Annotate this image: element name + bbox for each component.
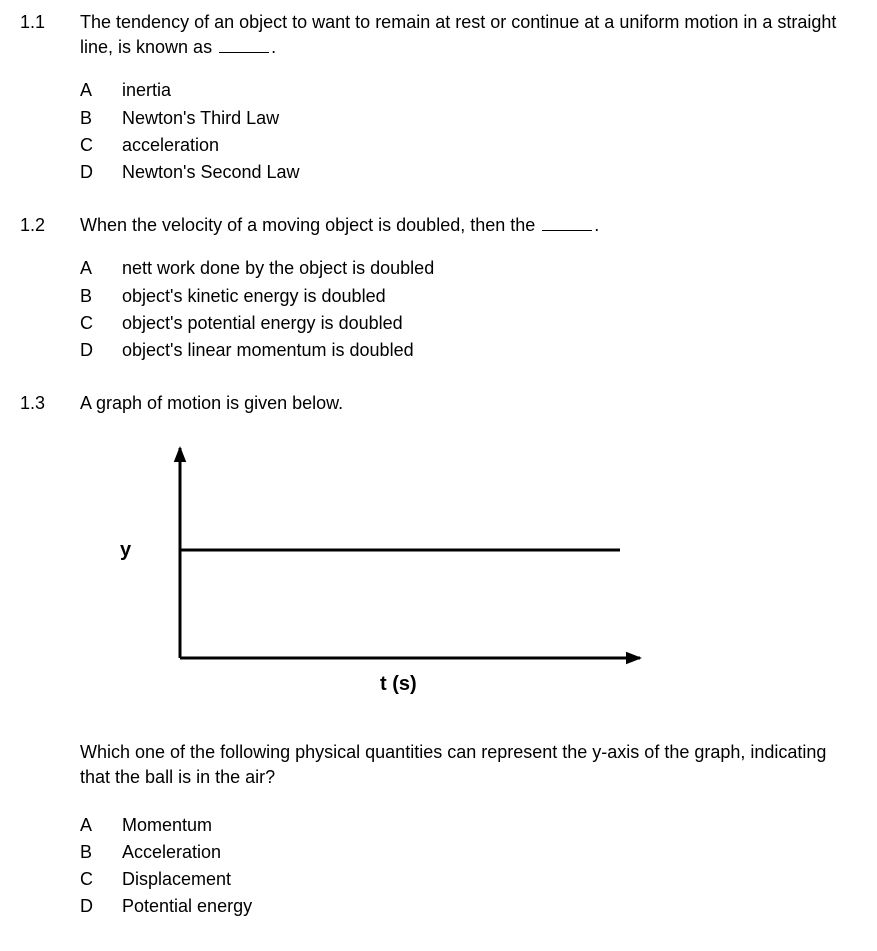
option-row: C acceleration (80, 133, 847, 158)
motion-graph: y t (s) (100, 438, 660, 718)
option-text: nett work done by the object is doubled (122, 256, 847, 281)
option-row: B Newton's Third Law (80, 106, 847, 131)
option-text: Momentum (122, 813, 847, 838)
option-row: A nett work done by the object is double… (80, 256, 847, 281)
options-list: A nett work done by the object is double… (80, 256, 847, 363)
y-axis-label: y (120, 536, 131, 564)
option-text: Newton's Third Law (122, 106, 847, 131)
option-letter: A (80, 813, 122, 838)
option-text: object's linear momentum is doubled (122, 338, 847, 363)
option-row: D object's linear momentum is doubled (80, 338, 847, 363)
stem-text-pre: The tendency of an object to want to rem… (80, 12, 836, 57)
fill-blank (542, 213, 592, 231)
option-row: B Acceleration (80, 840, 847, 865)
stem-text-post: . (594, 215, 599, 235)
option-letter: D (80, 160, 122, 185)
option-row: A inertia (80, 78, 847, 103)
question-1-1: 1.1 The tendency of an object to want to… (20, 10, 847, 195)
option-letter: D (80, 338, 122, 363)
option-text: acceleration (122, 133, 847, 158)
option-row: C object's potential energy is doubled (80, 311, 847, 336)
option-letter: A (80, 78, 122, 103)
option-letter: C (80, 133, 122, 158)
options-list: A inertia B Newton's Third Law C acceler… (80, 78, 847, 185)
question-stem: The tendency of an object to want to rem… (80, 10, 847, 60)
option-letter: B (80, 284, 122, 309)
fill-blank (219, 35, 269, 53)
question-stem: When the velocity of a moving object is … (80, 213, 847, 238)
option-letter: B (80, 840, 122, 865)
option-row: D Potential energy (80, 894, 847, 919)
options-list: A Momentum B Acceleration C Displacement… (80, 813, 847, 920)
question-1-3: 1.3 A graph of motion is given below. y … (20, 391, 847, 929)
question-followup: Which one of the following physical quan… (80, 740, 847, 790)
question-number: 1.2 (20, 213, 80, 373)
option-row: A Momentum (80, 813, 847, 838)
question-number: 1.3 (20, 391, 80, 929)
option-row: B object's kinetic energy is doubled (80, 284, 847, 309)
option-text: inertia (122, 78, 847, 103)
question-1-2: 1.2 When the velocity of a moving object… (20, 213, 847, 373)
option-text: Potential energy (122, 894, 847, 919)
x-axis-label: t (s) (380, 670, 417, 698)
option-letter: D (80, 894, 122, 919)
question-body: The tendency of an object to want to rem… (80, 10, 847, 195)
stem-text-post: . (271, 37, 276, 57)
option-letter: B (80, 106, 122, 131)
option-text: Displacement (122, 867, 847, 892)
option-text: object's kinetic energy is doubled (122, 284, 847, 309)
question-intro: A graph of motion is given below. (80, 391, 847, 416)
question-number: 1.1 (20, 10, 80, 195)
option-text: Acceleration (122, 840, 847, 865)
graph-svg (100, 438, 660, 668)
question-body: A graph of motion is given below. y t (s… (80, 391, 847, 929)
option-text: object's potential energy is doubled (122, 311, 847, 336)
option-row: C Displacement (80, 867, 847, 892)
option-letter: C (80, 311, 122, 336)
option-row: D Newton's Second Law (80, 160, 847, 185)
option-text: Newton's Second Law (122, 160, 847, 185)
question-body: When the velocity of a moving object is … (80, 213, 847, 373)
option-letter: A (80, 256, 122, 281)
stem-text-pre: When the velocity of a moving object is … (80, 215, 540, 235)
option-letter: C (80, 867, 122, 892)
